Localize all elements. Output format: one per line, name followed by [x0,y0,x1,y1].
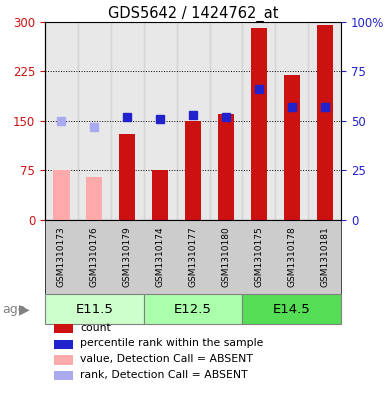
Bar [53,170,69,220]
Text: ▶: ▶ [19,302,29,316]
Bar [45,220,78,294]
Text: GSM1310175: GSM1310175 [254,226,263,287]
Bar [251,28,267,220]
Bar [209,22,243,220]
Title: GDS5642 / 1424762_at: GDS5642 / 1424762_at [108,6,278,22]
Text: GSM1310177: GSM1310177 [188,226,198,287]
Bar [54,371,73,380]
Bar [78,22,111,220]
Bar [218,114,234,220]
Bar [54,324,73,334]
Text: E14.5: E14.5 [273,303,311,316]
Bar [54,340,73,349]
Text: GSM1310178: GSM1310178 [287,226,296,287]
Bar [275,220,308,294]
Bar [111,220,144,294]
Bar [45,22,78,220]
Bar [111,22,144,220]
Bar [243,22,275,220]
Bar [86,177,103,220]
Bar [284,75,300,220]
Text: count: count [80,323,111,333]
Bar [177,220,209,294]
Bar [144,22,177,220]
Bar [144,294,243,324]
Text: age: age [2,303,25,316]
Bar [209,220,243,294]
Bar [177,22,209,220]
Text: GSM1310181: GSM1310181 [320,226,329,287]
Bar [243,220,275,294]
Bar [317,25,333,220]
Bar [45,294,144,324]
Text: GSM1310173: GSM1310173 [57,226,66,287]
Bar [243,294,341,324]
Text: percentile rank within the sample: percentile rank within the sample [80,338,264,349]
Bar [275,22,308,220]
Bar [119,134,135,220]
Bar [152,170,168,220]
Bar [185,121,201,220]
Text: GSM1310174: GSM1310174 [156,226,165,287]
Bar [78,220,111,294]
Text: GSM1310180: GSM1310180 [222,226,230,287]
Bar [308,220,341,294]
Text: rank, Detection Call = ABSENT: rank, Detection Call = ABSENT [80,370,248,380]
Text: GSM1310179: GSM1310179 [123,226,132,287]
Bar [308,22,341,220]
Bar [54,355,73,365]
Bar [144,220,177,294]
Text: value, Detection Call = ABSENT: value, Detection Call = ABSENT [80,354,253,364]
Text: E12.5: E12.5 [174,303,212,316]
Text: GSM1310176: GSM1310176 [90,226,99,287]
Text: E11.5: E11.5 [75,303,113,316]
